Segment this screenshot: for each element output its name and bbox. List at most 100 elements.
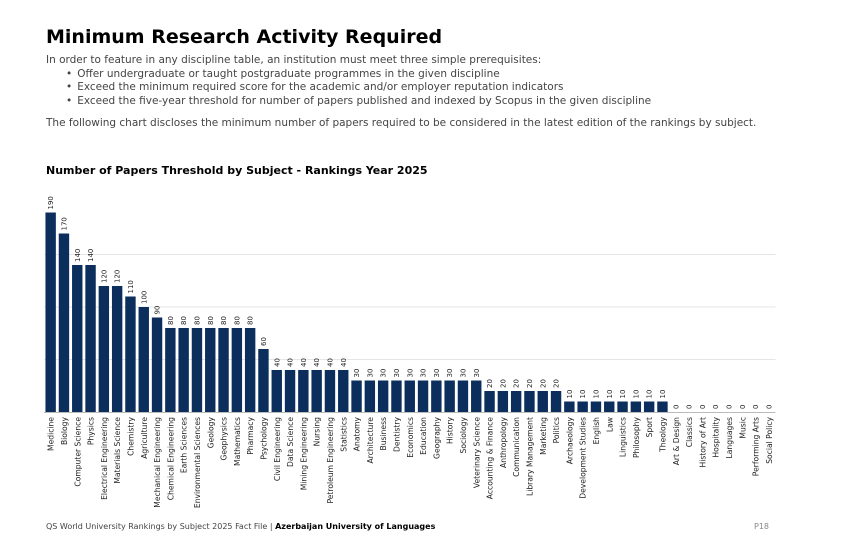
bar xyxy=(284,370,296,412)
bar xyxy=(590,401,602,412)
data-label: 40 xyxy=(287,358,295,367)
bar xyxy=(497,391,509,412)
x-tick-label: Philosophy xyxy=(632,417,641,458)
data-label: 0 xyxy=(699,405,707,409)
data-label: 30 xyxy=(446,369,454,378)
x-tick-label: Law xyxy=(605,417,614,432)
data-label: 80 xyxy=(207,316,215,325)
x-tick-label: Mathematics xyxy=(233,417,242,466)
data-label: 0 xyxy=(686,405,694,409)
data-label: 20 xyxy=(539,379,547,388)
x-tick-label: Classics xyxy=(685,417,694,447)
data-label: 80 xyxy=(193,316,201,325)
bar xyxy=(125,296,136,412)
bar xyxy=(510,391,522,412)
x-tick-label: History of Art xyxy=(698,417,707,467)
data-label: 40 xyxy=(326,358,334,367)
bar xyxy=(98,286,110,412)
data-label: 30 xyxy=(353,369,361,378)
bar xyxy=(111,286,123,412)
bar xyxy=(311,370,322,412)
data-label: 40 xyxy=(340,358,348,367)
x-tick-label: Mechanical Engineering xyxy=(153,417,162,508)
data-label: 20 xyxy=(486,379,494,388)
data-label: 0 xyxy=(739,405,747,409)
x-tick-label: Mining Engineering xyxy=(299,417,308,490)
data-label: 0 xyxy=(752,405,760,409)
x-tick-label: Psychology xyxy=(259,417,268,460)
x-tick-label: Library Management xyxy=(525,417,534,496)
bar xyxy=(231,328,243,412)
bar xyxy=(72,265,83,412)
data-label: 30 xyxy=(459,369,467,378)
x-tick-label: Hospitality xyxy=(712,417,721,458)
data-label: 0 xyxy=(672,405,680,409)
data-label: 0 xyxy=(765,405,773,409)
bar xyxy=(351,380,362,412)
x-tick-label: Nursing xyxy=(313,417,322,446)
bar xyxy=(298,370,309,412)
bar xyxy=(218,328,229,412)
bar xyxy=(471,380,482,412)
x-tick-label: Veterinary Science xyxy=(472,417,481,488)
data-label: 140 xyxy=(87,249,95,262)
bar xyxy=(364,380,376,412)
data-label: 40 xyxy=(313,358,321,367)
bar xyxy=(604,401,615,412)
x-tick-label: Accounting & Finance xyxy=(486,417,495,500)
data-label: 10 xyxy=(606,390,614,399)
x-tick-label: Education xyxy=(419,417,428,455)
x-tick-label: Biology xyxy=(60,417,69,446)
bar xyxy=(404,380,415,412)
x-tick-label: Agriculture xyxy=(140,417,149,459)
bar xyxy=(431,380,442,412)
data-label: 60 xyxy=(260,337,268,346)
x-tick-label: Earth Sciences xyxy=(180,417,189,473)
bar xyxy=(165,328,176,412)
bar xyxy=(444,380,455,412)
data-label: 140 xyxy=(74,249,82,262)
bar xyxy=(271,370,282,412)
x-tick-label: Geography xyxy=(432,417,441,459)
prerequisite-list: Offer undergraduate or taught postgradua… xyxy=(46,68,651,109)
data-label: 20 xyxy=(553,379,561,388)
bar xyxy=(417,380,429,412)
data-label: 30 xyxy=(420,369,428,378)
data-label: 80 xyxy=(247,316,255,325)
footer-source: QS World University Rankings by Subject … xyxy=(46,522,273,531)
x-tick-label: Archaeology xyxy=(565,417,574,465)
bar xyxy=(324,370,336,412)
data-label: 120 xyxy=(100,270,108,283)
bar xyxy=(58,233,70,412)
x-tick-label: Environmental Sciences xyxy=(193,417,202,508)
x-tick-label: Social Policy xyxy=(765,417,774,464)
data-label: 10 xyxy=(646,390,654,399)
x-tick-label: Linguistics xyxy=(619,417,628,457)
x-tick-label: Petroleum Engineering xyxy=(326,417,335,504)
x-tick-label: Civil Engineering xyxy=(273,417,282,481)
bar xyxy=(550,391,562,412)
x-tick-label: Chemistry xyxy=(126,417,135,456)
data-label: 190 xyxy=(47,196,55,209)
bar xyxy=(457,380,469,412)
bar xyxy=(564,401,575,412)
data-label: 80 xyxy=(167,316,175,325)
x-tick-label: History xyxy=(446,417,455,445)
page-title: Minimum Research Activity Required xyxy=(46,26,443,48)
x-tick-label: Economics xyxy=(406,417,415,458)
x-tick-label: Theology xyxy=(658,416,667,452)
data-label: 40 xyxy=(300,358,308,367)
bar xyxy=(537,391,548,412)
data-label: 20 xyxy=(526,379,534,388)
x-tick-label: Statistics xyxy=(339,417,348,452)
data-label: 30 xyxy=(473,369,481,378)
x-tick-label: Business xyxy=(379,417,388,451)
x-tick-label: English xyxy=(592,417,601,445)
footer-institution: Azerbaijan University of Languages xyxy=(275,522,436,531)
x-tick-label: Architecture xyxy=(366,417,375,464)
x-tick-label: Marketing xyxy=(539,417,548,455)
data-label: 30 xyxy=(366,369,374,378)
x-tick-label: Development Studies xyxy=(579,417,588,499)
x-tick-label: Data Science xyxy=(286,417,295,467)
bar-chart: 190 Medicine 170 Biology 140 Computer Science… xyxy=(44,196,776,508)
